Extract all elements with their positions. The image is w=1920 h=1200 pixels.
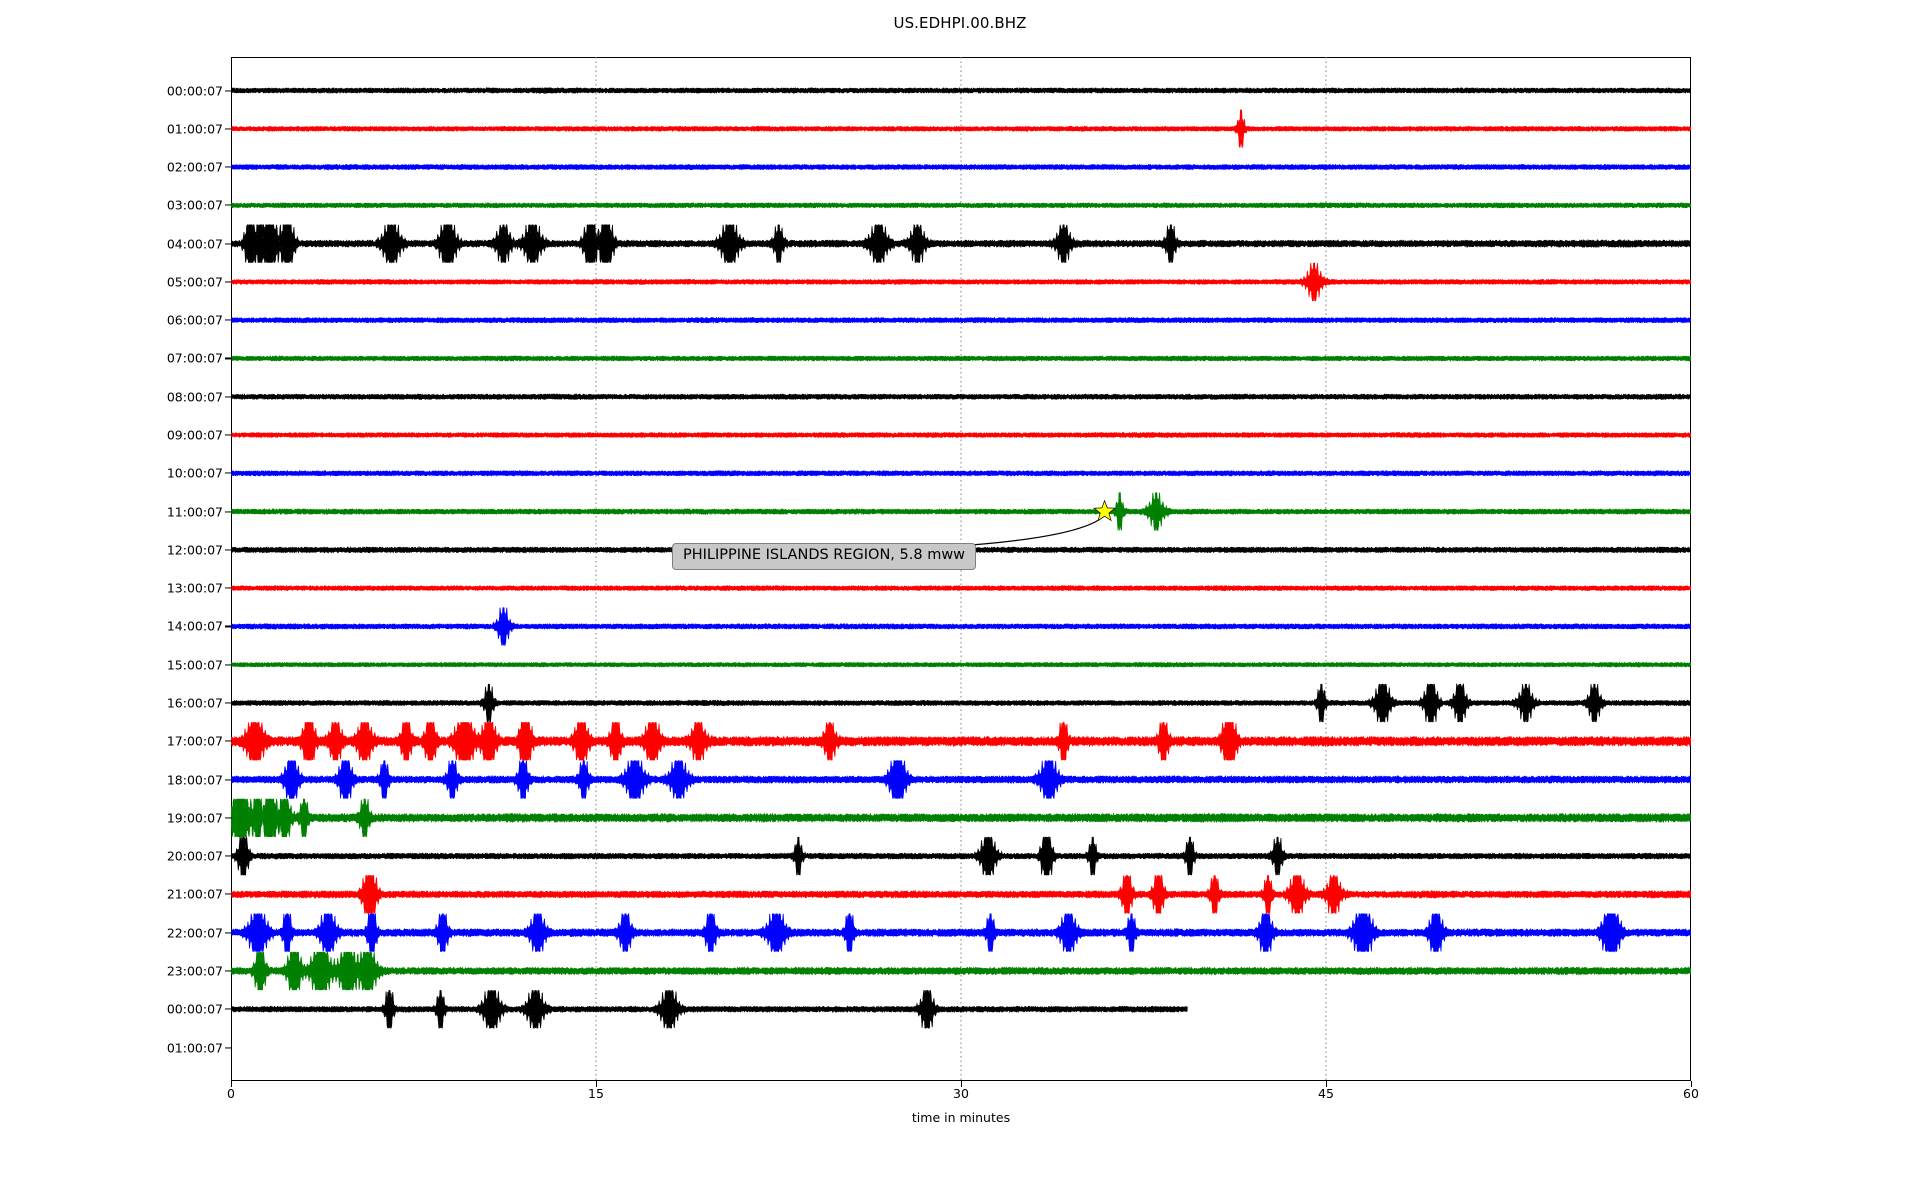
y-tick-label: 13:00:07 <box>123 581 223 596</box>
y-tick-label: 04:00:07 <box>123 236 223 251</box>
y-tick-mark <box>225 128 232 129</box>
y-tick-label: 07:00:07 <box>123 351 223 366</box>
y-axis-labels: 00:00:07 01:00:07 02:00:07 03:00:07 04:00:07… <box>120 57 223 1081</box>
y-tick-label: 01:00:07 <box>123 1040 223 1055</box>
y-tick-mark <box>225 664 232 665</box>
y-tick-label: 15:00:07 <box>123 657 223 672</box>
y-tick-mark <box>225 434 232 435</box>
x-axis-title: time in minutes <box>231 1110 1691 1125</box>
x-tick-mark <box>1691 1081 1692 1087</box>
y-tick-mark <box>225 894 232 895</box>
y-tick-label: 20:00:07 <box>123 849 223 864</box>
x-tick-mark <box>1326 1081 1327 1087</box>
x-tick-label: 30 <box>953 1086 969 1101</box>
x-tick-label: 15 <box>588 1086 604 1101</box>
x-tick-mark <box>961 1081 962 1087</box>
y-tick-label: 09:00:07 <box>123 428 223 443</box>
y-tick-mark <box>225 549 232 550</box>
y-tick-label: 19:00:07 <box>123 810 223 825</box>
y-tick-mark <box>225 358 232 359</box>
y-tick-mark <box>225 588 232 589</box>
y-tick-label: 23:00:07 <box>123 963 223 978</box>
event-annotation-label: PHILIPPINE ISLANDS REGION, 5.8 mww <box>672 543 976 570</box>
y-tick-label: 05:00:07 <box>123 274 223 289</box>
y-tick-mark <box>225 205 232 206</box>
y-tick-mark <box>225 473 232 474</box>
y-tick-mark <box>225 1009 232 1010</box>
y-tick-mark <box>225 817 232 818</box>
y-tick-label: 21:00:07 <box>123 887 223 902</box>
y-tick-mark <box>225 856 232 857</box>
y-tick-mark <box>225 741 232 742</box>
y-tick-label: 12:00:07 <box>123 542 223 557</box>
y-tick-label: 18:00:07 <box>123 772 223 787</box>
x-tick-mark <box>596 1081 597 1087</box>
y-tick-label: 06:00:07 <box>123 313 223 328</box>
x-tick-label: 45 <box>1318 1086 1334 1101</box>
y-tick-mark <box>225 970 232 971</box>
y-tick-label: 08:00:07 <box>123 389 223 404</box>
y-tick-label: 22:00:07 <box>123 925 223 940</box>
page-title: US.EDHPI.00.BHZ <box>0 14 1920 32</box>
y-tick-mark <box>225 779 232 780</box>
y-tick-label: 11:00:07 <box>123 504 223 519</box>
y-tick-mark <box>225 1047 232 1048</box>
y-tick-mark <box>225 932 232 933</box>
y-tick-label: 02:00:07 <box>123 160 223 175</box>
y-tick-label: 14:00:07 <box>123 619 223 634</box>
y-tick-mark <box>225 243 232 244</box>
x-tick-label: 60 <box>1683 1086 1699 1101</box>
y-tick-label: 10:00:07 <box>123 466 223 481</box>
y-tick-label: 00:00:07 <box>123 1002 223 1017</box>
y-tick-mark <box>225 167 232 168</box>
x-tick-label: 0 <box>227 1086 235 1101</box>
y-tick-mark <box>225 281 232 282</box>
y-tick-mark <box>225 396 232 397</box>
y-tick-label: 16:00:07 <box>123 695 223 710</box>
y-tick-label: 03:00:07 <box>123 198 223 213</box>
y-tick-label: 00:00:07 <box>123 83 223 98</box>
x-axis-labels: 0 15 30 45 60 <box>231 1086 1691 1108</box>
y-tick-mark <box>225 320 232 321</box>
y-tick-mark <box>225 702 232 703</box>
y-tick-mark <box>225 626 232 627</box>
y-tick-mark <box>225 90 232 91</box>
x-tick-mark <box>231 1081 232 1087</box>
y-tick-label: 17:00:07 <box>123 734 223 749</box>
y-tick-mark <box>225 511 232 512</box>
y-tick-label: 01:00:07 <box>123 121 223 136</box>
